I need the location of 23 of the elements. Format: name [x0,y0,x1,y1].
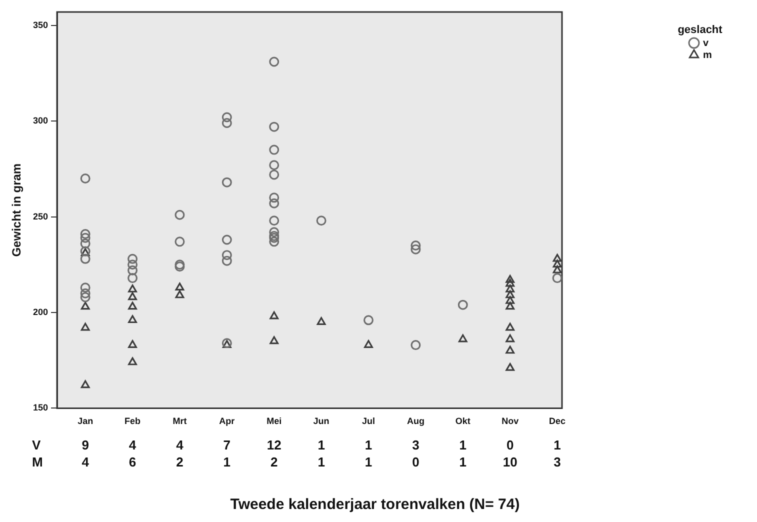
y-axis-title: Gewicht in gram [9,163,24,257]
x-tick-label: Mrt [172,416,187,426]
x-tick-label: Jan [78,416,94,426]
x-tick-label: Mei [266,416,282,426]
y-tick-label: 300 [32,116,48,126]
x-tick-label: Aug [406,416,424,426]
text: M 4 6 2 1 2 1 1 0 1 10 3 [32,454,561,470]
y-tick-label: 250 [32,211,48,222]
x-tick-label: Nov [502,416,519,426]
y-tick-label: 150 [32,402,48,413]
x-tick-label: Jul [362,416,376,426]
legend-title: geslacht [678,24,723,36]
y-tick-label: 200 [32,306,48,317]
legend-label: m [703,50,712,61]
x-tick-label: Okt [455,416,470,426]
y-tick-label: 350 [32,20,48,30]
x-tick-label: Jun [313,416,330,426]
x-tick-label: Feb [124,416,142,426]
x-tick-label: Dec [549,416,566,426]
text: V 9 4 4 7 12 1 1 3 1 0 1 [32,438,561,453]
x-axis-title: Tweede kalenderjaar torenvalken (N= 74) [230,496,520,514]
legend-label: v [703,38,709,49]
x-tick-label: Apr [219,416,236,426]
